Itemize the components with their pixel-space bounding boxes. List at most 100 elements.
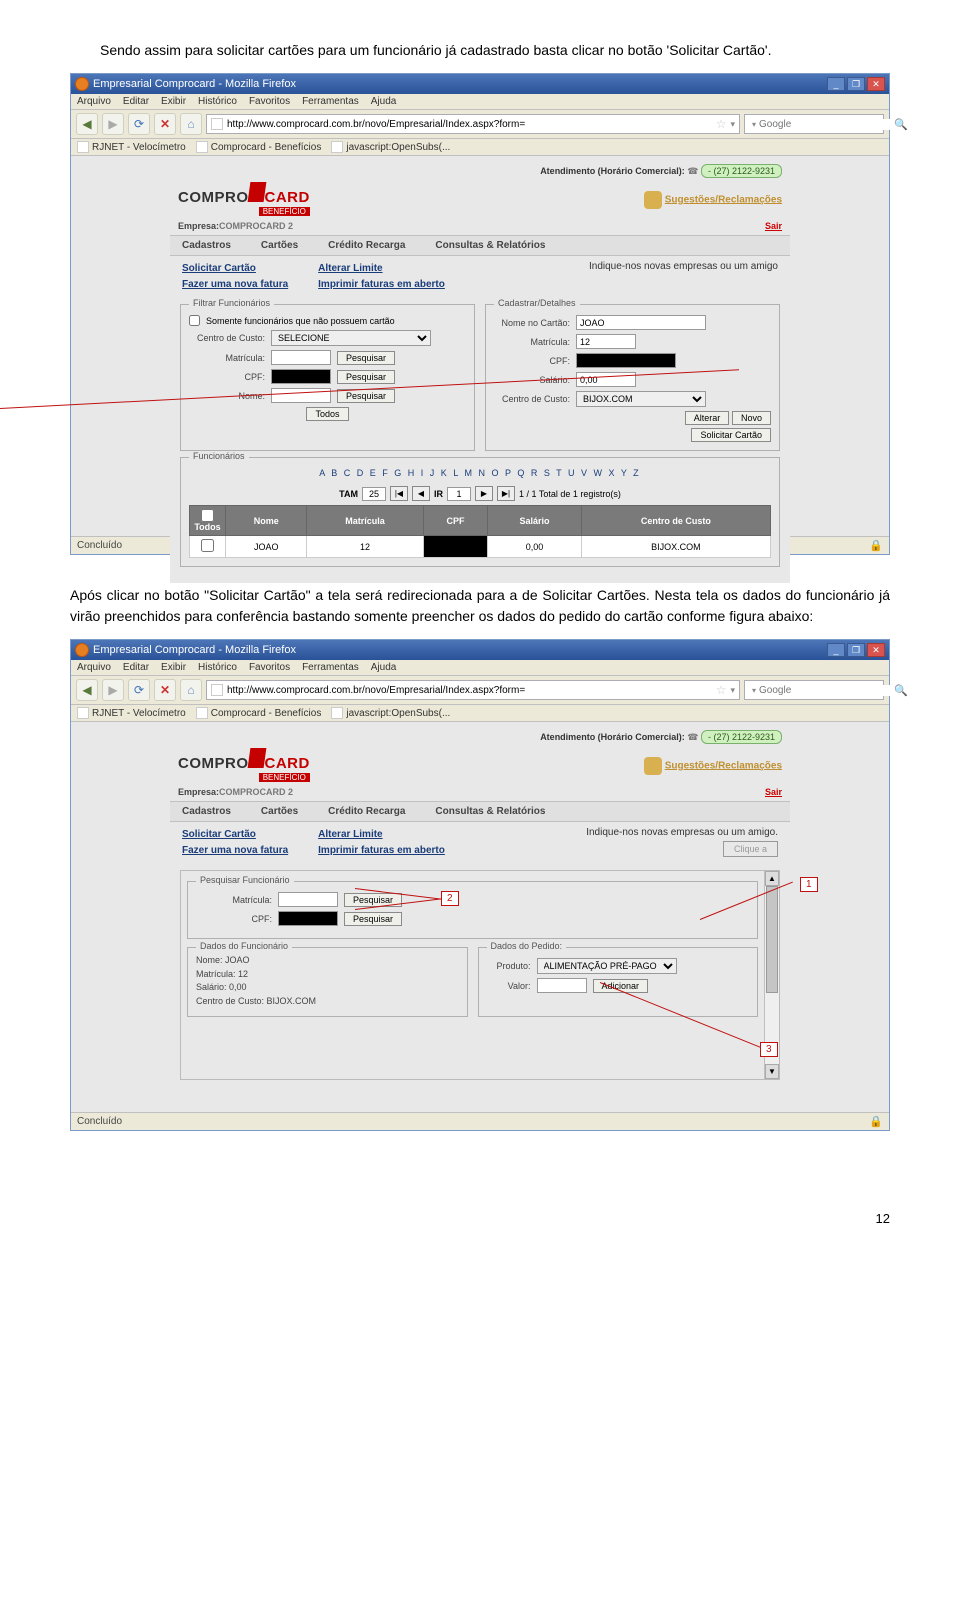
menu-ajuda[interactable]: Ajuda <box>371 662 397 673</box>
sugestoes-link[interactable]: Sugestões/Reclamações <box>644 757 782 775</box>
sel-det-centro[interactable]: BIJOX.COM <box>576 391 706 407</box>
link-alterar-limite[interactable]: Alterar Limite <box>318 261 445 277</box>
link-alterar-limite[interactable]: Alterar Limite <box>318 827 445 843</box>
input-det-matricula[interactable] <box>576 334 636 349</box>
nav-cartoes[interactable]: Cartões <box>261 806 298 817</box>
bookmark-comprocard[interactable]: Comprocard - Benefícios <box>196 141 322 153</box>
input-nome-cartao[interactable] <box>576 315 706 330</box>
back-button[interactable]: ◀ <box>76 679 98 701</box>
input-cpf[interactable] <box>271 369 331 384</box>
sel-produto[interactable]: ALIMENTAÇÃO PRÉ-PAGO <box>537 958 677 974</box>
link-nova-fatura[interactable]: Fazer uma nova fatura <box>182 843 288 859</box>
close-button[interactable]: ✕ <box>867 643 885 657</box>
link-imprimir-faturas[interactable]: Imprimir faturas em aberto <box>318 843 445 859</box>
link-solicitar-cartao[interactable]: Solicitar Cartão <box>182 827 288 843</box>
chk-sem-cartao[interactable] <box>189 315 200 326</box>
stop-button[interactable]: ✕ <box>154 113 176 135</box>
search-box-2[interactable]: ▾ 🔍 <box>744 680 884 700</box>
menu-historico[interactable]: Histórico <box>198 96 237 107</box>
bookmark-js[interactable]: javascript:OpenSubs(... <box>331 141 450 153</box>
nav-consultas[interactable]: Consultas & Relatórios <box>435 806 545 817</box>
dropdown-icon[interactable]: ▾ <box>730 119 735 130</box>
menu-favoritos[interactable]: Favoritos <box>249 662 290 673</box>
bookmark-star-icon[interactable]: ☆ <box>716 683 727 697</box>
url-bar-2[interactable]: ☆ ▾ <box>206 680 740 700</box>
forward-button[interactable]: ▶ <box>102 113 124 135</box>
menu-editar[interactable]: Editar <box>123 96 149 107</box>
btn-pesq-cpf[interactable]: Pesquisar <box>344 912 402 926</box>
menu-ferramentas[interactable]: Ferramentas <box>302 662 359 673</box>
maximize-button[interactable]: ❐ <box>847 643 865 657</box>
forward-button[interactable]: ▶ <box>102 679 124 701</box>
btn-alterar[interactable]: Alterar <box>685 411 730 425</box>
input-valor[interactable] <box>537 978 587 993</box>
menu-arquivo[interactable]: Arquivo <box>77 96 111 107</box>
nav-cartoes[interactable]: Cartões <box>261 240 298 251</box>
maximize-button[interactable]: ❐ <box>847 77 865 91</box>
minimize-button[interactable]: _ <box>827 643 845 657</box>
bookmark-rjnet[interactable]: RJNET - Velocímetro <box>77 707 186 719</box>
back-button[interactable]: ◀ <box>76 113 98 135</box>
sair-link[interactable]: Sair <box>765 221 782 231</box>
bookmark-js[interactable]: javascript:OpenSubs(... <box>331 707 450 719</box>
home-button[interactable]: ⌂ <box>180 679 202 701</box>
input-det-cpf[interactable] <box>576 353 676 368</box>
menu-ferramentas[interactable]: Ferramentas <box>302 96 359 107</box>
search-input-2[interactable] <box>759 685 891 696</box>
input-matricula[interactable] <box>271 350 331 365</box>
table-row[interactable]: JOAO 12 0,00 BIJOX.COM <box>190 536 771 558</box>
bookmark-star-icon[interactable]: ☆ <box>716 117 727 131</box>
input-pesq-mat[interactable] <box>278 892 338 907</box>
menu-historico[interactable]: Histórico <box>198 662 237 673</box>
scroll-down[interactable]: ▼ <box>765 1064 779 1079</box>
chk-all[interactable] <box>201 509 214 522</box>
url-input-2[interactable] <box>227 685 712 696</box>
nav-consultas[interactable]: Consultas & Relatórios <box>435 240 545 251</box>
scroll-up[interactable]: ▲ <box>765 871 779 886</box>
menu-ajuda[interactable]: Ajuda <box>371 96 397 107</box>
btn-pesquisar-mat[interactable]: Pesquisar <box>337 351 395 365</box>
sugestoes-link[interactable]: Sugestões/Reclamações <box>644 191 782 209</box>
clique-button[interactable]: Clique a <box>723 841 778 857</box>
input-ir[interactable] <box>447 487 471 501</box>
stop-button[interactable]: ✕ <box>154 679 176 701</box>
menu-arquivo[interactable]: Arquivo <box>77 662 111 673</box>
menu-favoritos[interactable]: Favoritos <box>249 96 290 107</box>
sair-link[interactable]: Sair <box>765 787 782 797</box>
sel-centro-custo[interactable]: SELECIONE <box>271 330 431 346</box>
reload-button[interactable]: ⟳ <box>128 679 150 701</box>
url-bar[interactable]: ☆ ▾ <box>206 114 740 134</box>
pager-first[interactable]: |◀ <box>390 486 408 501</box>
menu-editar[interactable]: Editar <box>123 662 149 673</box>
home-button[interactable]: ⌂ <box>180 113 202 135</box>
nav-cadastros[interactable]: Cadastros <box>182 806 231 817</box>
nav-credito[interactable]: Crédito Recarga <box>328 240 405 251</box>
search-box[interactable]: ▾ 🔍 <box>744 114 884 134</box>
alpha-filter[interactable]: A B C D E F G H I J K L M N O P Q R S T … <box>189 464 771 482</box>
menu-exibir[interactable]: Exibir <box>161 96 186 107</box>
btn-todos[interactable]: Todos <box>306 407 348 421</box>
search-input[interactable] <box>759 119 891 130</box>
link-solicitar-cartao[interactable]: Solicitar Cartão <box>182 261 288 277</box>
btn-novo[interactable]: Novo <box>732 411 771 425</box>
search-icon[interactable]: 🔍 <box>894 118 908 131</box>
dropdown-icon[interactable]: ▾ <box>730 685 735 696</box>
chk-row[interactable] <box>201 539 214 552</box>
btn-solicitar-cartao[interactable]: Solicitar Cartão <box>691 428 771 442</box>
reload-button[interactable]: ⟳ <box>128 113 150 135</box>
pager-next[interactable]: ▶ <box>475 486 493 501</box>
link-nova-fatura[interactable]: Fazer uma nova fatura <box>182 277 288 293</box>
close-button[interactable]: ✕ <box>867 77 885 91</box>
pager-prev[interactable]: ◀ <box>412 486 430 501</box>
nav-credito[interactable]: Crédito Recarga <box>328 806 405 817</box>
url-input[interactable] <box>227 119 712 130</box>
btn-pesquisar-cpf[interactable]: Pesquisar <box>337 370 395 384</box>
input-pesq-cpf[interactable] <box>278 911 338 926</box>
nav-cadastros[interactable]: Cadastros <box>182 240 231 251</box>
bookmark-rjnet[interactable]: RJNET - Velocímetro <box>77 141 186 153</box>
pager-last[interactable]: ▶| <box>497 486 515 501</box>
minimize-button[interactable]: _ <box>827 77 845 91</box>
bookmark-comprocard[interactable]: Comprocard - Benefícios <box>196 707 322 719</box>
menu-exibir[interactable]: Exibir <box>161 662 186 673</box>
link-imprimir-faturas[interactable]: Imprimir faturas em aberto <box>318 277 445 293</box>
